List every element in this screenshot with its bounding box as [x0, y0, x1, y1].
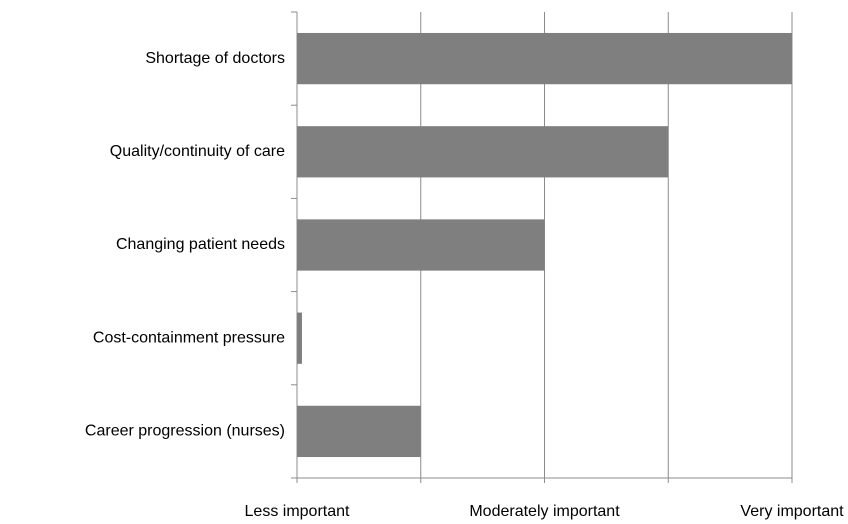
bar	[297, 312, 302, 364]
bar	[297, 405, 421, 458]
y-tick-label: Changing patient needs	[116, 236, 285, 253]
bar	[297, 219, 545, 271]
bar	[297, 126, 669, 178]
x-tick-label: Moderately important	[469, 503, 620, 520]
y-tick-label: Cost-containment pressure	[93, 329, 285, 346]
bar	[297, 32, 792, 85]
x-tick-label: Very important	[740, 503, 844, 520]
y-tick-label: Shortage of doctors	[145, 50, 285, 67]
y-tick-label: Career progression (nurses)	[85, 423, 285, 440]
x-tick-label: Less important	[245, 503, 350, 520]
y-tick-label: Quality/continuity of care	[110, 143, 285, 160]
